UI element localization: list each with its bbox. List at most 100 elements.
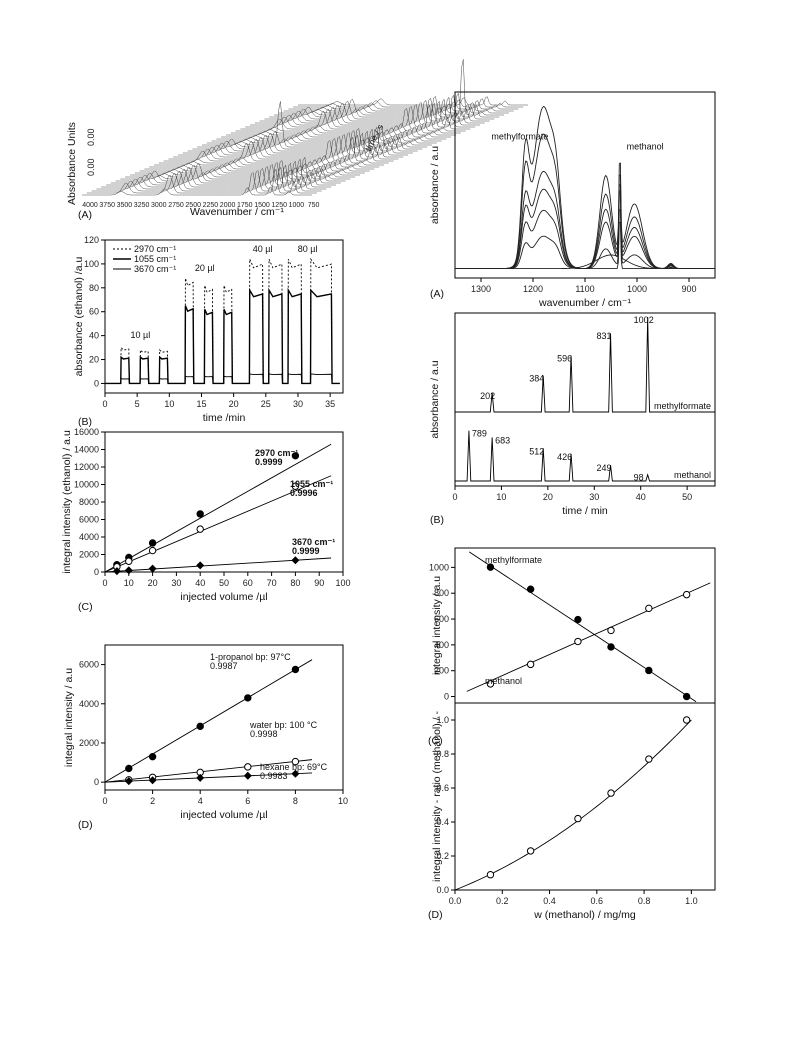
waterfall-trace-30 [226,126,456,136]
left-c-series-name-1: 1055 cm⁻¹ [290,479,333,489]
l-d-xtick-label-0: 0 [102,796,107,806]
l-d-point-2-2 [196,773,205,782]
r-c-point-1-5 [682,590,691,599]
left-b-xtick-label-3: 15 [196,399,206,409]
left-b-ytick-label-1: 20 [89,355,99,365]
l-d-fit-1 [104,759,313,783]
right-b-series-name-0: methylformate [654,401,711,411]
waterfall-xtick-9: 1750 [237,202,253,209]
chart-r-c: 0 200 400 600 800 1000 methylformate methanol in… [428,547,716,747]
right-b-peak-label-0-4: 1002 [634,315,654,325]
right-b-ylabel: absorbance / a.u [429,360,441,438]
l-d-ytick-label-1: 2000 [79,738,99,748]
l-c-ytick-label-6: 12000 [74,462,99,472]
right-b-xtick-label-0: 0 [452,492,457,502]
waterfall-xtick-10: 1500 [254,202,270,209]
left-b-xtick-label-1: 5 [135,399,140,409]
l-d-frame [104,644,344,791]
left-d-series-r2-1: 0.9998 [250,729,278,739]
left-c-series-r2-0: 0.9999 [255,457,283,467]
l-c-xtick-label-5: 50 [219,578,229,588]
panel-left-a: (A) Wavenumber / cm⁻¹ Absorbance Units t… [66,59,528,221]
l-c-xtick-label-2: 20 [148,578,158,588]
left-b-xlabel: time /min [203,412,246,424]
l-d-point-0-0 [125,764,133,773]
r-d-point-0-5 [682,716,691,724]
left-b-legend-0: 2970 cm⁻¹ [134,244,176,254]
l-c-point-1-3 [196,525,204,533]
left-c-series-r2-2: 0.9999 [292,546,320,556]
l-c-point-1-2 [148,546,157,555]
r-c-point-1-0 [486,680,495,688]
left-b-legend-1: 1055 cm⁻¹ [134,254,176,264]
l-d-xtick-label-3: 6 [245,796,250,806]
l-c-ytick-label-7: 14000 [74,445,99,455]
right-a-spectrum-5 [455,162,715,270]
r-c-ytick-label-5: 1000 [429,562,449,572]
waterfall-trace-0 [82,186,312,196]
left-d-series-r2-2: 0.9983 [260,771,288,781]
right-b-xtick-label-1: 10 [496,492,506,502]
r-d-point-0-1 [526,847,535,855]
right-b-xtick-label-5: 50 [682,492,692,502]
r-d-panel-label: (D) [428,909,443,921]
r-d-point-0-2 [574,814,582,823]
l-d-xtick-label-4: 8 [293,796,298,806]
l-c-panel-label: (C) [78,601,93,613]
r-d-ytick-label-5: 1.0 [436,715,449,725]
waterfall-trace-25 [202,136,432,146]
r-d-xtick-label-0: 0.0 [449,896,462,906]
l-c-ylabel: integral intensity (ethanol) / a.u [61,430,73,574]
l-d-fit-0 [104,659,313,783]
l-c-xlabel: injected volume /µl [180,591,267,603]
l-d-point-0-2 [196,722,204,731]
l-d-point-2-0 [124,777,133,786]
chart-right-b: 0 10 20 30 40 50 202 384 596 831 1002 methylformate… [429,312,716,526]
waterfall-trace-15 [154,156,384,166]
waterfall-trace-41 [278,104,509,114]
right-a-xtick-label-1: 1200 [523,284,543,294]
left-b-xtick-label-5: 25 [261,399,271,409]
waterfall-xtick-3: 3250 [134,202,150,209]
waterfall-zlabel: Absorbance Units [66,122,78,205]
waterfall-trace-24 [197,101,428,148]
right-c-series-name-1: methanol [485,676,522,686]
right-a-annotation-0: methylformate [491,131,548,141]
left-b-annotation-1: 20 µl [195,263,215,273]
left-b-annotation-0: 10 µl [131,330,151,340]
l-c-point-0-2 [148,539,157,547]
right-b-peak-label-0-0: 202 [480,391,495,401]
right-a-annotation-1: methanol [627,142,664,152]
l-c-ytick-label-2: 4000 [79,532,99,542]
left-d-series-r2-0: 0.9987 [210,661,238,671]
l-c-xtick-label-7: 70 [267,578,277,588]
l-d-panel-label: (D) [78,819,93,831]
l-c-point-2-3 [196,561,205,570]
left-b-ytick-label-0: 0 [94,378,99,388]
left-b-xtick-label-2: 10 [164,399,174,409]
l-d-xtick-label-1: 2 [150,796,155,806]
left-b-ylabel: absorbance (ethanol) /a.u [73,257,85,377]
right-b-xtick-label-2: 20 [543,492,553,502]
r-c-fit-0 [468,551,697,703]
waterfall-trace-45 [298,96,528,106]
left-c-series-r2-1: 0.9996 [290,488,318,498]
l-c-point-2-4 [291,556,300,565]
l-d-point-1-4 [291,757,300,766]
waterfall-xtick-6: 2500 [185,202,201,209]
l-d-point-0-4 [291,665,300,674]
waterfall-xtick-11: 1250 [271,202,287,209]
right-a-spectrum-4 [455,174,715,270]
right-c-series-name-0: methylformate [485,555,542,565]
l-d-point-0-1 [148,752,157,761]
l-c-point-2-1 [124,566,133,575]
right-b-peak-label-1-1: 683 [495,435,510,445]
right-a-xtick-label-0: 1300 [471,284,491,294]
waterfall-trace-29 [221,128,452,138]
l-d-point-1-3 [244,763,252,771]
r-c-point-0-2 [574,615,582,624]
r-c-point-0-4 [645,666,653,675]
l-c-ytick-label-8: 16000 [74,427,99,437]
